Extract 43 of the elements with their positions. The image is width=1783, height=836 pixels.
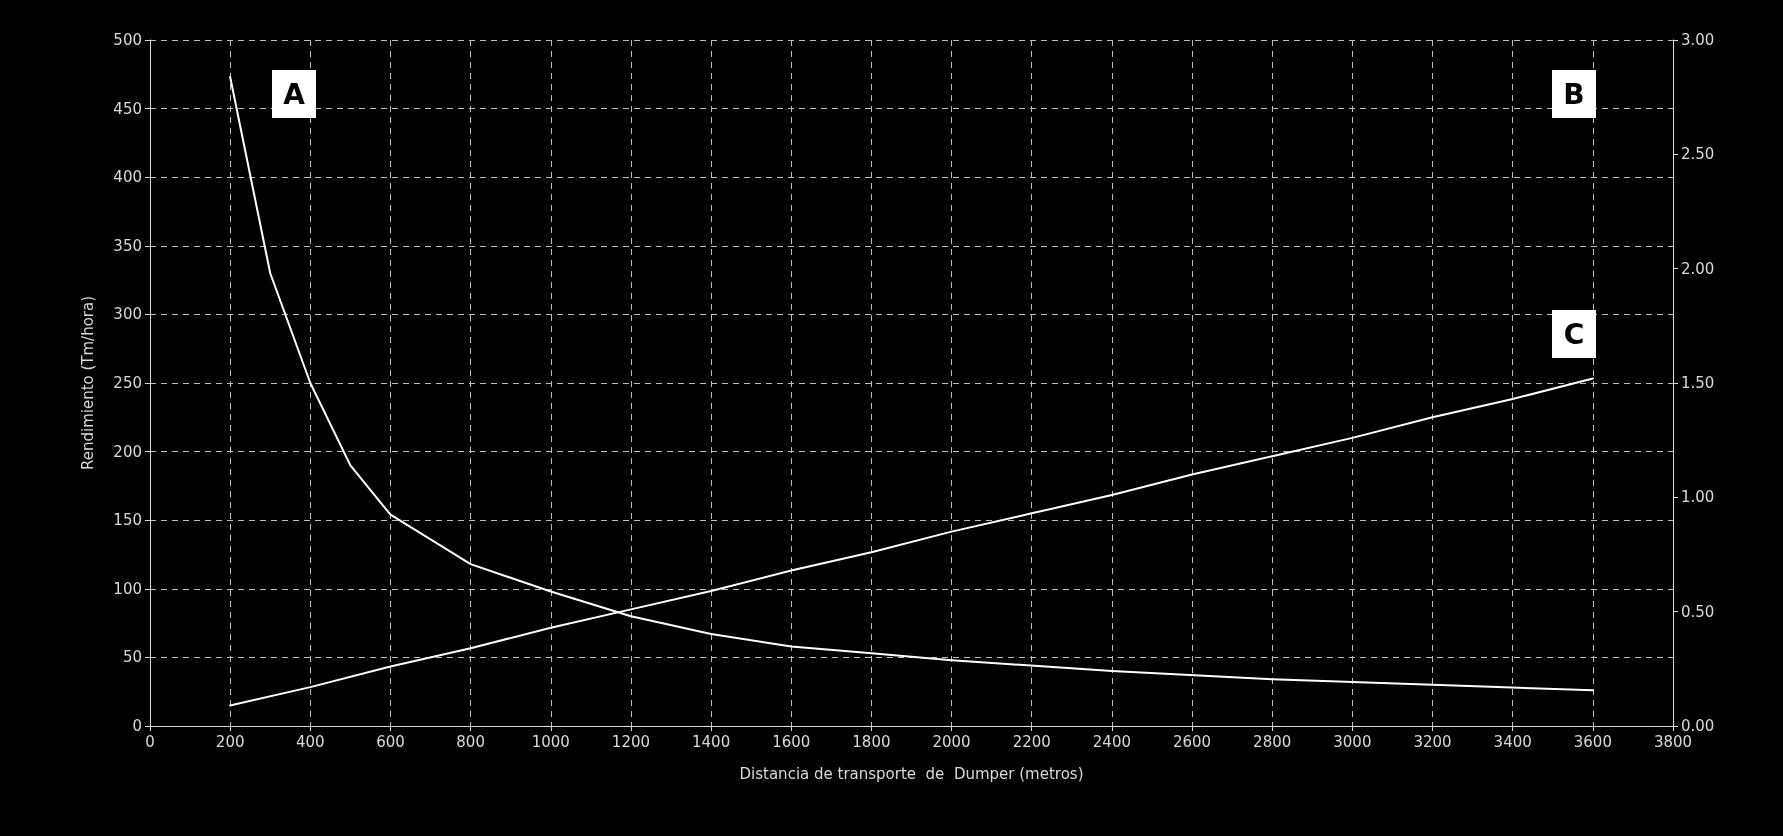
y-tick-label: 500 bbox=[113, 31, 142, 49]
y-axis-title: Rendimiento (Tm/hora) bbox=[78, 295, 97, 471]
y2-tick-label: 0.00 bbox=[1681, 717, 1715, 735]
x-tick-label: 600 bbox=[376, 732, 405, 751]
x-tick-label: 2200 bbox=[1012, 732, 1051, 751]
x-tick-label: 3400 bbox=[1493, 732, 1532, 751]
x-tick-label: 2400 bbox=[1092, 732, 1131, 751]
annotation: C bbox=[1563, 317, 1585, 351]
x-tick-label: 1800 bbox=[852, 732, 891, 751]
x-tick-label: 1200 bbox=[611, 732, 651, 751]
y-tick-label: 450 bbox=[113, 99, 142, 118]
x-tick-label: 1000 bbox=[531, 732, 570, 751]
x-tick-label: 400 bbox=[296, 732, 325, 751]
y-tick-label: 200 bbox=[113, 442, 142, 461]
y2-tick-label: 1.00 bbox=[1681, 488, 1715, 507]
y-tick-label: 50 bbox=[122, 648, 142, 667]
x-tick-label: 1400 bbox=[692, 732, 731, 751]
x-tick-label: 3000 bbox=[1333, 732, 1372, 751]
y-tick-label: 300 bbox=[113, 305, 142, 324]
x-tick-label: 2600 bbox=[1172, 732, 1212, 751]
annotation: A bbox=[283, 77, 306, 111]
y-tick-label: 100 bbox=[113, 579, 142, 598]
x-tick-label: 1600 bbox=[772, 732, 811, 751]
x-tick-label: 3800 bbox=[1653, 732, 1693, 751]
y-tick-label: 0 bbox=[132, 717, 142, 735]
y-tick-label: 150 bbox=[113, 511, 142, 530]
y2-tick-label: 3.00 bbox=[1681, 31, 1715, 49]
annotation: B bbox=[1563, 77, 1585, 111]
x-tick-label: 2000 bbox=[932, 732, 971, 751]
y2-tick-label: 2.00 bbox=[1681, 259, 1715, 278]
x-tick-label: 2800 bbox=[1253, 732, 1292, 751]
y-tick-label: 400 bbox=[113, 168, 142, 187]
x-tick-label: 0 bbox=[145, 732, 155, 751]
x-tick-label: 3200 bbox=[1413, 732, 1452, 751]
y-tick-label: 250 bbox=[113, 374, 142, 392]
y2-tick-label: 0.50 bbox=[1681, 602, 1715, 621]
x-tick-label: 200 bbox=[215, 732, 245, 751]
y2-tick-label: 2.50 bbox=[1681, 145, 1715, 164]
x-axis-title: Distancia de transporte de Dumper (metros) bbox=[739, 764, 1084, 783]
x-tick-label: 3600 bbox=[1573, 732, 1612, 751]
y2-tick-label: 1.50 bbox=[1681, 374, 1715, 392]
y-tick-label: 350 bbox=[113, 236, 142, 255]
x-tick-label: 800 bbox=[456, 732, 485, 751]
